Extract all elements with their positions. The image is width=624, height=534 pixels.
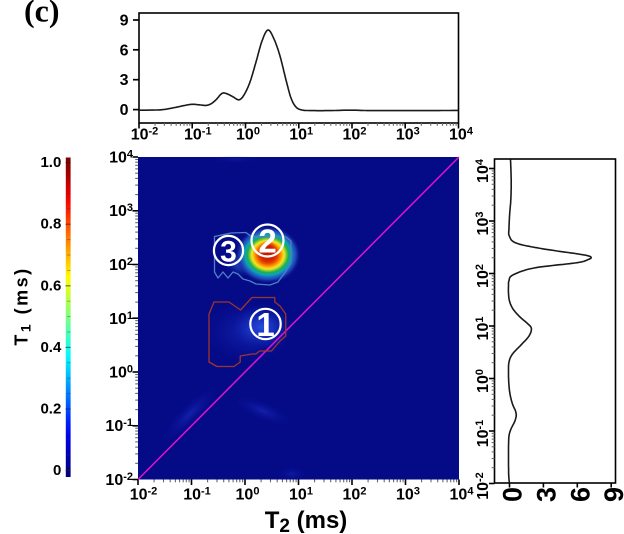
svg-text:0.4: 0.4: [40, 339, 62, 356]
svg-text:9: 9: [120, 13, 129, 30]
svg-text:0.2: 0.2: [40, 401, 61, 418]
svg-text:0: 0: [120, 102, 129, 119]
svg-text:3: 3: [220, 235, 237, 268]
svg-text:2: 2: [258, 222, 276, 259]
svg-text:6: 6: [120, 42, 129, 59]
svg-text:1: 1: [256, 306, 274, 343]
svg-text:T1 (ms): T1 (ms): [12, 266, 34, 345]
svg-text:3: 3: [531, 487, 561, 502]
svg-text:0.6: 0.6: [40, 277, 61, 294]
svg-text:T2 (ms): T2 (ms): [265, 507, 348, 534]
svg-text:1.0: 1.0: [40, 154, 61, 171]
svg-text:(c): (c): [24, 0, 60, 29]
svg-text:6: 6: [565, 487, 595, 502]
svg-text:0: 0: [53, 462, 61, 479]
svg-text:0.8: 0.8: [40, 216, 61, 233]
svg-text:9: 9: [599, 487, 624, 502]
svg-text:0: 0: [498, 487, 528, 502]
svg-text:3: 3: [120, 72, 129, 89]
